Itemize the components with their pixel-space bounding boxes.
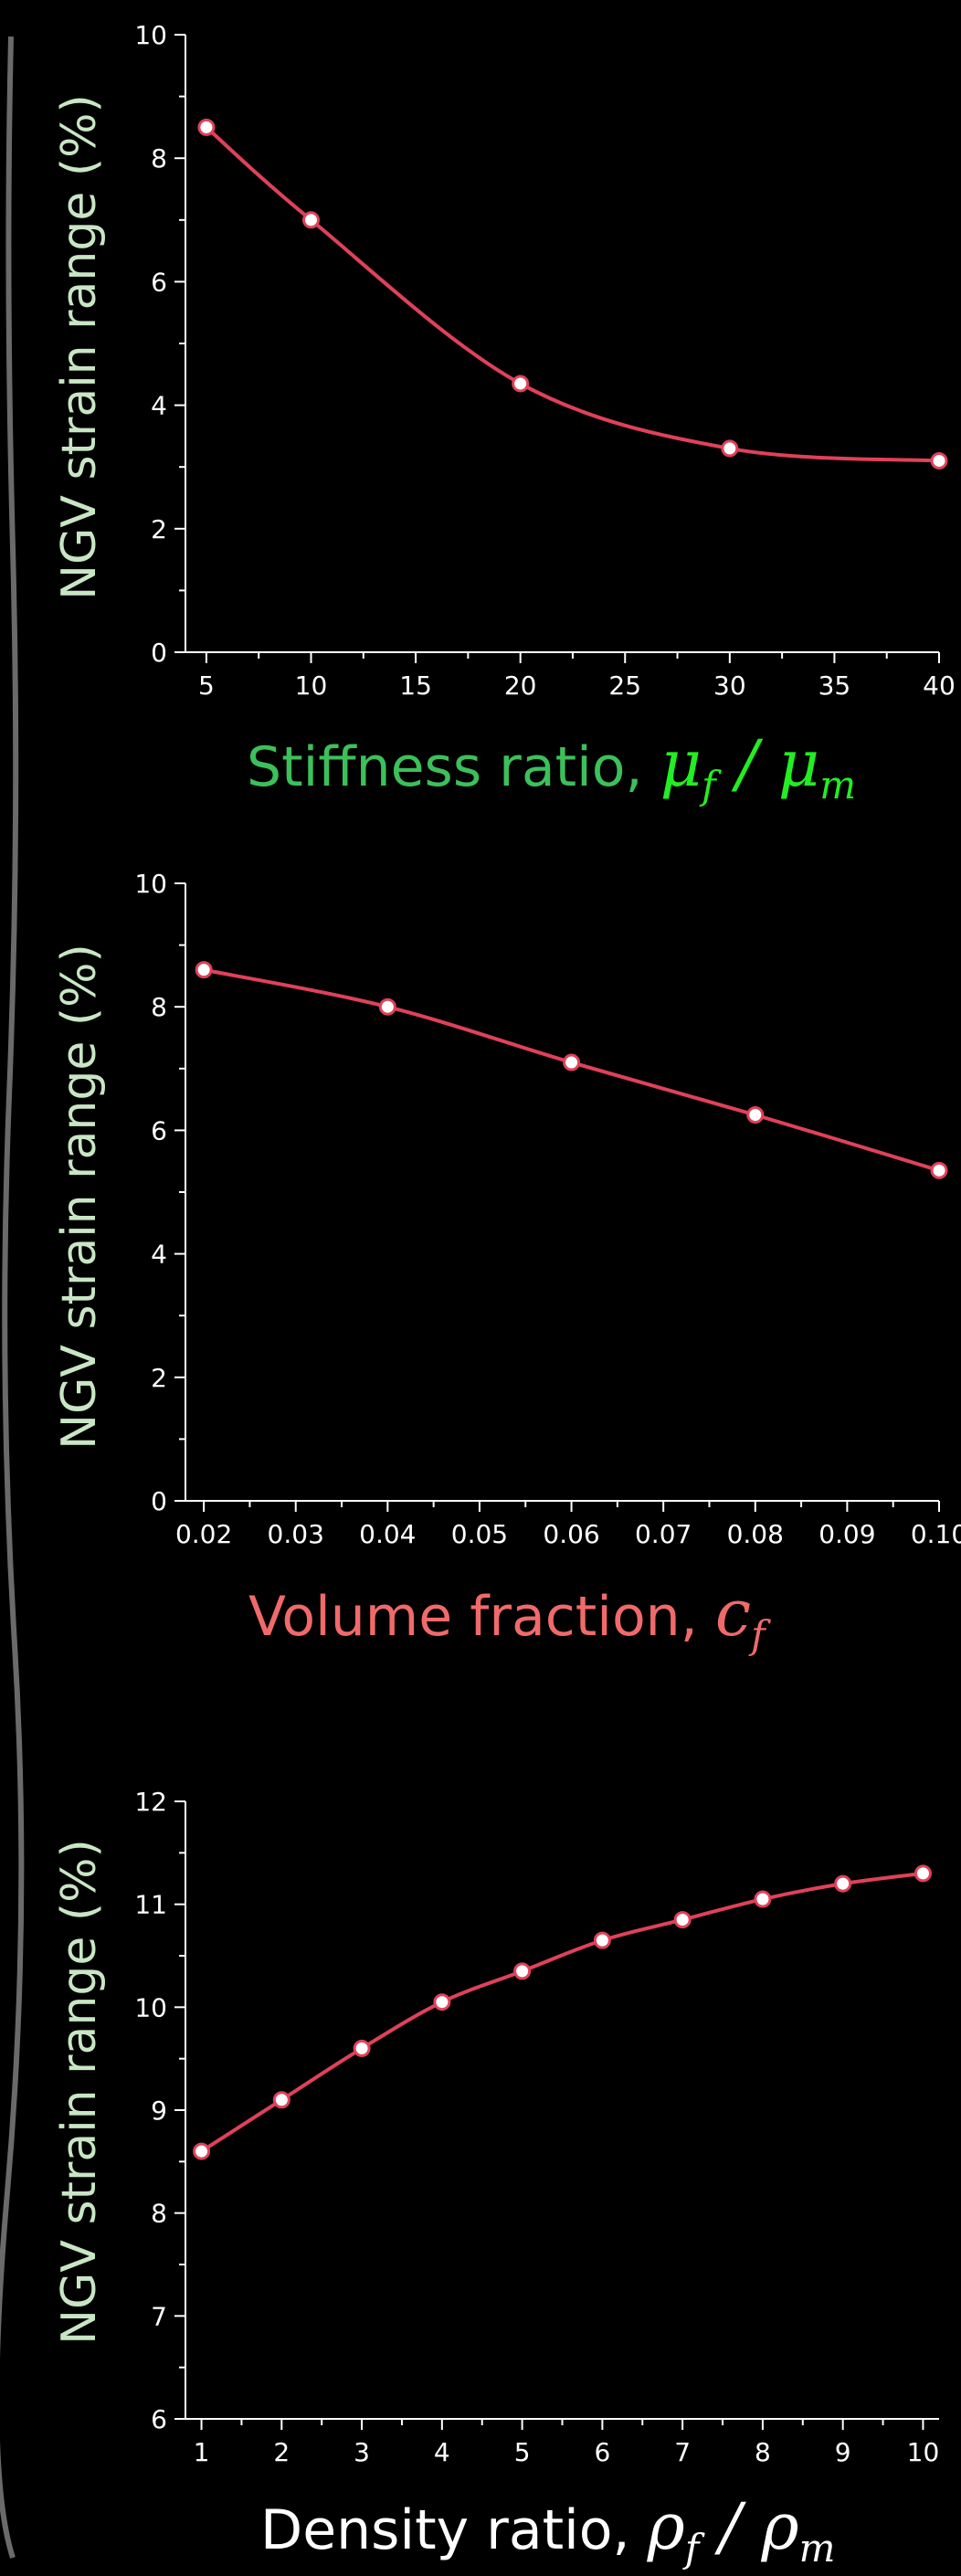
x-tick-label: 15 (399, 670, 432, 701)
x-tick-label: 10 (907, 2437, 940, 2467)
x-tick-label: 0.02 (175, 1519, 232, 1549)
x-tick-label: 25 (608, 670, 641, 701)
decorative-border-left (0, 36, 25, 2559)
data-point (593, 1931, 611, 1949)
data-point (433, 1993, 451, 2011)
y-axis-label: NGV strain range (%) (52, 94, 107, 600)
x-tick-label: 30 (713, 670, 746, 701)
data-point (913, 1864, 932, 1883)
x-axis-label-text: Stiffness ratio, (247, 735, 660, 799)
x-tick-label: 20 (504, 670, 537, 701)
data-point (673, 1911, 692, 1929)
y-tick-label: 8 (151, 2199, 167, 2229)
x-tick-label: 35 (818, 670, 851, 701)
series-line (200, 1871, 924, 2153)
data-point (353, 2039, 371, 2057)
x-axis-label-text: Volume fraction, (248, 1585, 715, 1649)
data-point (378, 998, 396, 1016)
x-tick-label: 0.06 (543, 1519, 599, 1549)
x-tick-label: 4 (434, 2437, 450, 2467)
x-axis-label-text: Density ratio, (260, 2498, 648, 2562)
data-point (930, 1161, 948, 1179)
x-tick-label: 6 (594, 2437, 610, 2467)
data-point (197, 118, 216, 136)
y-tick-label: 8 (151, 992, 167, 1022)
data-point (513, 1962, 532, 1980)
x-axis-label-math: μf / μm (660, 726, 856, 808)
x-tick-label: 3 (354, 2437, 370, 2467)
y-tick-label: 12 (134, 1787, 167, 1817)
y-axis-label: NGV strain range (%) (52, 944, 107, 1450)
data-point (721, 439, 739, 458)
x-tick-label: 0.08 (727, 1519, 784, 1549)
y-tick-label: 10 (134, 1992, 167, 2022)
y-tick-label: 0 (151, 638, 167, 668)
x-tick-label: 8 (755, 2437, 771, 2467)
y-tick-label: 2 (151, 514, 167, 544)
x-tick-label: 10 (295, 670, 328, 701)
y-axis-label: NGV strain range (%) (52, 1839, 107, 2345)
x-tick-label: 0.05 (451, 1519, 508, 1549)
y-tick-label: 10 (134, 869, 167, 899)
data-point (746, 1106, 765, 1124)
x-tick-label: 9 (835, 2437, 851, 2467)
y-tick-label: 11 (134, 1890, 167, 1920)
data-point (930, 451, 948, 470)
y-tick-label: 8 (151, 143, 167, 174)
chart-panel-volume-fraction: NGV strain range (%) Volume fraction, cf… (52, 869, 961, 1657)
data-point (512, 375, 530, 393)
y-tick-label: 9 (151, 2096, 167, 2126)
x-tick-label: 2 (273, 2437, 290, 2467)
x-tick-label: 5 (198, 670, 215, 701)
y-tick-label: 2 (151, 1363, 167, 1393)
x-tick-label: 0.07 (635, 1519, 692, 1549)
y-tick-label: 4 (151, 1240, 167, 1270)
x-axis-label: Density ratio, ρf / ρm (260, 2489, 835, 2571)
data-point (193, 2142, 211, 2160)
x-tick-label: 0.04 (359, 1519, 416, 1549)
x-axis-label: Volume fraction, cf (248, 1576, 771, 1657)
y-tick-label: 7 (151, 2301, 167, 2331)
x-tick-label: 0.03 (268, 1519, 324, 1549)
x-axis-label: Stiffness ratio, μf / μm (247, 726, 856, 808)
y-tick-label: 10 (134, 20, 167, 50)
chart-panel-density: NGV strain range (%) Density ratio, ρf /… (52, 1787, 939, 2571)
x-axis-label-math: ρf / ρm (647, 2489, 836, 2571)
y-tick-label: 6 (151, 267, 167, 297)
x-tick-label: 1 (194, 2437, 210, 2467)
chart-panel-stiffness: NGV strain range (%) Stiffness ratio, μf… (52, 20, 956, 808)
data-point (195, 961, 213, 979)
x-tick-label: 0.10 (911, 1519, 961, 1549)
y-tick-label: 6 (151, 1115, 167, 1145)
data-point (754, 1890, 772, 1908)
data-point (563, 1053, 581, 1072)
data-point (302, 211, 320, 229)
y-tick-label: 6 (151, 2404, 167, 2434)
x-tick-label: 5 (514, 2437, 531, 2467)
y-tick-label: 4 (151, 391, 167, 421)
data-point (834, 1874, 852, 1893)
data-point (272, 2091, 290, 2109)
x-tick-label: 7 (674, 2437, 691, 2467)
y-tick-label: 0 (151, 1486, 167, 1516)
x-tick-label: 0.09 (818, 1519, 875, 1549)
x-tick-label: 40 (923, 670, 956, 701)
